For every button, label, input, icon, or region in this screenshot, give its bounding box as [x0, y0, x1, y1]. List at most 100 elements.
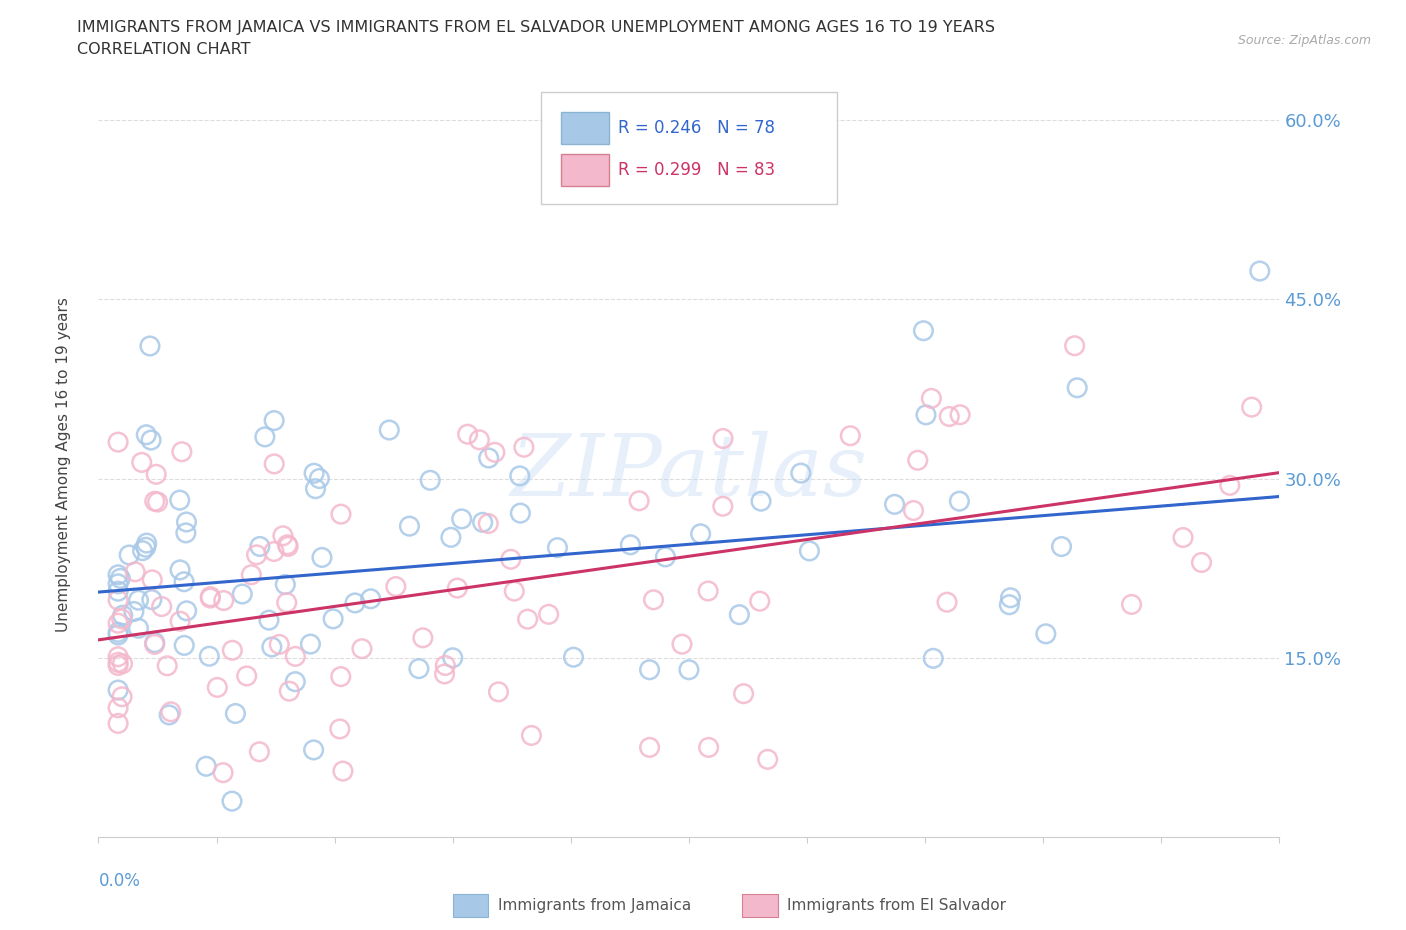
Point: [385, 579, 408, 594]
Point: [304, 481, 326, 496]
Point: [107, 577, 129, 591]
Point: [276, 538, 298, 552]
FancyBboxPatch shape: [453, 894, 488, 917]
Point: [628, 493, 651, 508]
Point: [260, 640, 283, 655]
Point: [1066, 380, 1088, 395]
Point: [257, 613, 280, 628]
Point: [903, 503, 925, 518]
Point: [311, 550, 333, 565]
Point: [471, 515, 494, 530]
Point: [998, 597, 1021, 612]
Point: [441, 650, 464, 665]
Point: [619, 538, 641, 552]
Point: [343, 595, 366, 610]
Point: [269, 637, 291, 652]
Point: [520, 728, 543, 743]
Point: [107, 683, 129, 698]
Point: [247, 744, 270, 759]
Point: [212, 593, 235, 608]
Point: [200, 591, 222, 605]
Point: [263, 413, 285, 428]
Point: [263, 457, 285, 472]
Point: [936, 595, 959, 610]
Point: [299, 637, 322, 652]
Point: [135, 539, 157, 554]
Point: [284, 649, 307, 664]
Point: [271, 528, 294, 543]
Point: [308, 472, 330, 486]
Point: [263, 544, 285, 559]
Point: [478, 450, 501, 465]
Point: [302, 466, 325, 481]
Point: [150, 599, 173, 614]
Point: [1063, 339, 1085, 353]
Point: [513, 440, 536, 455]
Point: [949, 407, 972, 422]
Point: [1121, 597, 1143, 612]
Point: [378, 422, 401, 437]
Point: [1240, 400, 1263, 415]
Point: [434, 658, 457, 673]
Point: [145, 467, 167, 482]
Point: [107, 584, 129, 599]
Point: [141, 592, 163, 607]
Point: [139, 339, 162, 353]
Point: [253, 430, 276, 445]
Point: [562, 650, 585, 665]
Point: [440, 530, 463, 545]
Text: R = 0.299   N = 83: R = 0.299 N = 83: [619, 161, 775, 179]
Point: [143, 637, 166, 652]
Point: [107, 658, 129, 673]
Point: [412, 631, 434, 645]
Point: [907, 453, 929, 468]
Point: [131, 543, 153, 558]
Point: [122, 604, 145, 618]
Point: [143, 635, 166, 650]
Point: [509, 469, 531, 484]
Point: [1191, 555, 1213, 570]
Point: [156, 658, 179, 673]
Point: [733, 686, 755, 701]
Point: [143, 494, 166, 509]
Point: [457, 427, 479, 442]
Text: ZIPatlas: ZIPatlas: [510, 431, 868, 513]
Point: [207, 680, 229, 695]
Text: CORRELATION CHART: CORRELATION CHART: [77, 42, 250, 57]
Point: [131, 455, 153, 470]
Point: [711, 432, 734, 446]
Point: [488, 684, 510, 699]
Point: [922, 651, 945, 666]
Point: [278, 684, 301, 698]
Point: [200, 590, 222, 604]
Point: [839, 429, 862, 444]
Point: [433, 667, 456, 682]
Point: [111, 612, 134, 627]
Point: [221, 793, 243, 808]
Point: [516, 612, 538, 627]
FancyBboxPatch shape: [742, 894, 778, 917]
Point: [110, 571, 132, 586]
Point: [284, 674, 307, 689]
Point: [160, 704, 183, 719]
Point: [638, 662, 661, 677]
Point: [302, 742, 325, 757]
Point: [546, 540, 568, 555]
Point: [408, 661, 430, 676]
Point: [643, 592, 665, 607]
Point: [1035, 627, 1057, 642]
Point: [790, 466, 813, 481]
Point: [107, 716, 129, 731]
Point: [728, 607, 751, 622]
Point: [948, 494, 970, 509]
Point: [107, 592, 129, 607]
Point: [169, 614, 191, 629]
Point: [176, 514, 198, 529]
Point: [157, 708, 180, 723]
Point: [749, 494, 772, 509]
Point: [212, 765, 235, 780]
FancyBboxPatch shape: [561, 112, 609, 144]
Point: [198, 649, 221, 664]
Point: [173, 575, 195, 590]
Point: [330, 507, 353, 522]
